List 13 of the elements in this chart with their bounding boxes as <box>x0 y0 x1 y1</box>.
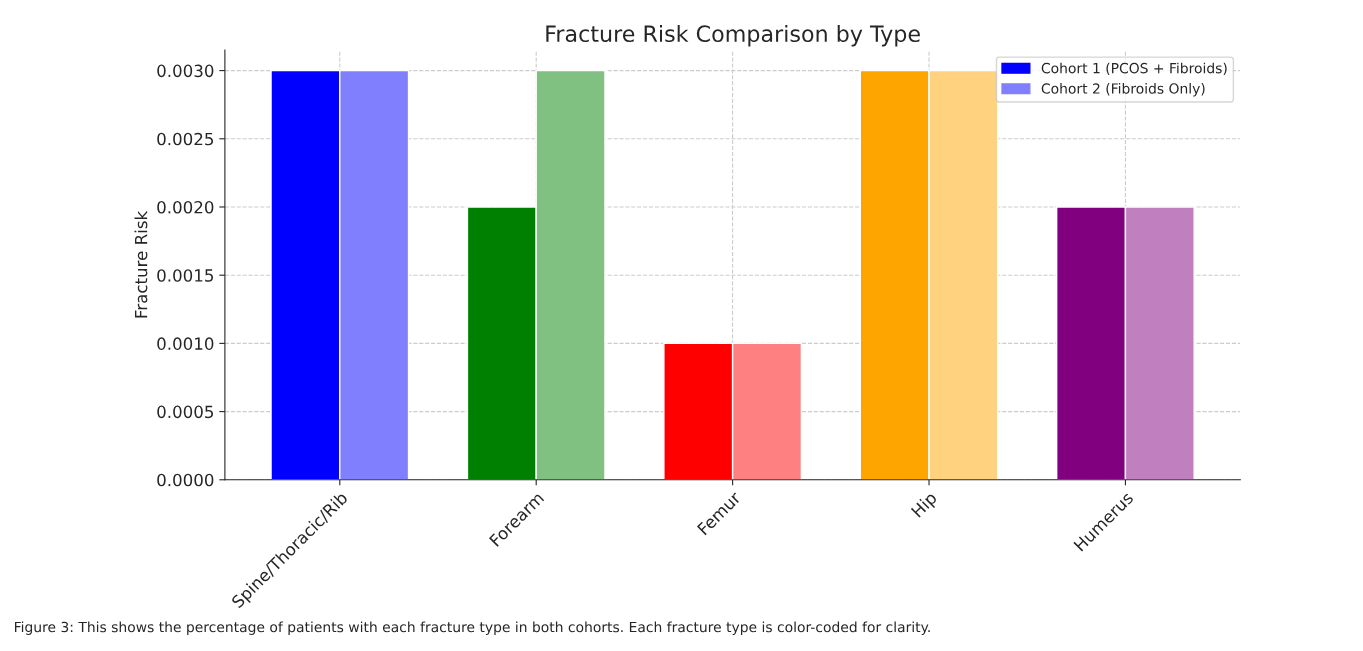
y-tick-label: 0.0010 <box>157 337 214 350</box>
legend-label: Cohort 2 (Fibroids Only) <box>1041 83 1205 97</box>
chart-title: Fracture Risk Comparison by Type <box>546 24 920 47</box>
y-axis-title: Fracture Risk <box>134 210 148 318</box>
legend-label: Cohort 1 (PCOS + Fibroids) <box>1041 62 1227 76</box>
y-tick-label: 0.0025 <box>157 132 214 146</box>
caption: Figure 3: This shows the percentage of patients with each fracture type in both cohorts. Each fracture type is color-coded for clarity. <box>14 621 930 635</box>
y-tick-label: 0.0000 <box>157 473 214 487</box>
y-tick-label: 0.0020 <box>157 200 214 214</box>
y-tick-label: 0.0015 <box>157 269 214 282</box>
x-tick-label: Hip <box>910 490 940 521</box>
y-tick-label: 0.0005 <box>157 405 214 419</box>
y-tick-label: 0.0030 <box>157 64 214 78</box>
